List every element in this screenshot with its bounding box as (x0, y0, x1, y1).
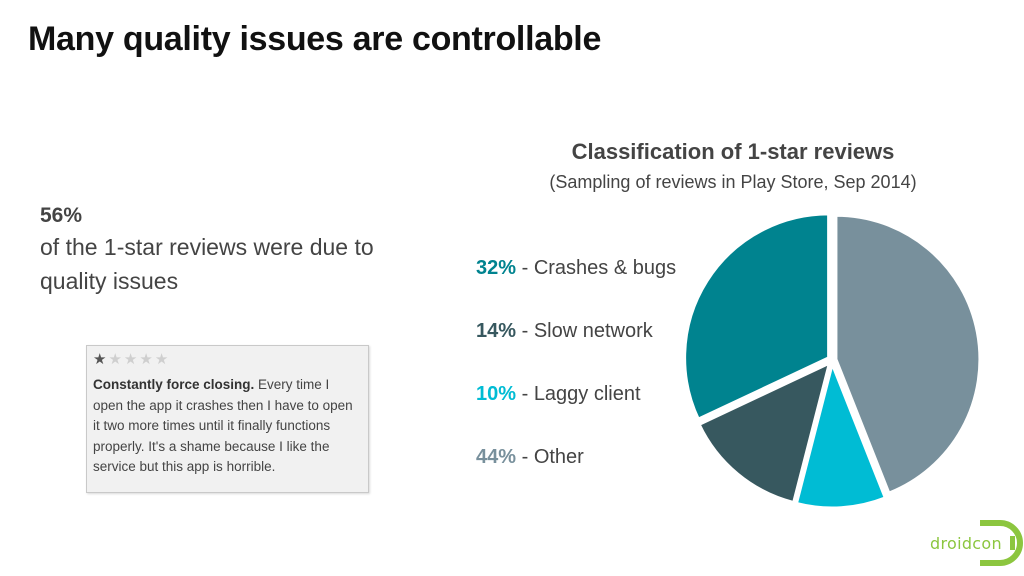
pie-slice-laggy-client (794, 359, 888, 510)
logo-text: droidcon (930, 534, 1002, 553)
legend-label: Slow network (533, 320, 653, 342)
stat-text: of the 1-star reviews were due to qualit… (40, 234, 374, 294)
review-card: ★ ★ ★ ★ ★ Constantly force closing. Every ti… (86, 345, 369, 493)
legend-pct: 10% (476, 383, 517, 405)
pie-slice-slow-network (697, 360, 832, 505)
legend-item-slow-network: 14% - Slow network (476, 320, 653, 342)
droidcon-logo: droidcon (930, 515, 1024, 576)
star-rating: ★ ★ ★ ★ ★ (93, 350, 362, 368)
droidcon-logo-mark (980, 520, 1023, 566)
legend-pct: 32% (476, 257, 517, 279)
review-text: Constantly force closing. Every time I o… (93, 375, 362, 478)
review-headline: Constantly force closing. (93, 377, 255, 392)
legend-pct: 44% (476, 446, 517, 468)
star-empty-icon: ★ (123, 350, 138, 368)
chart-subtitle: (Sampling of reviews in Play Store, Sep … (549, 172, 917, 192)
legend-label: Laggy client (533, 383, 641, 405)
pie-slice-crashes-bugs (683, 212, 831, 422)
legend-item-crashes: 32% - Crashes & bugs (476, 257, 677, 279)
slide-title: Many quality issues are controllable (28, 20, 602, 58)
legend-label: Other (533, 446, 584, 468)
star-filled-icon: ★ (93, 350, 107, 368)
legend-pct: 14% (476, 320, 517, 342)
legend-item-laggy-client: 10% - Laggy client (476, 383, 641, 405)
star-empty-icon: ★ (108, 350, 122, 368)
legend-item-other: 44% - Other (476, 446, 584, 468)
stat-block: 56% of the 1-star reviews were due to qu… (40, 202, 420, 298)
chart-title: Classification of 1-star reviews (571, 139, 895, 164)
review-body: Every time I open the app it crashes the… (93, 377, 353, 474)
stat-value: 56% (40, 204, 83, 227)
star-empty-icon: ★ (139, 350, 153, 368)
legend-label: Crashes & bugs (533, 257, 677, 279)
star-empty-icon: ★ (154, 350, 169, 368)
pie-slice-other (834, 213, 982, 496)
